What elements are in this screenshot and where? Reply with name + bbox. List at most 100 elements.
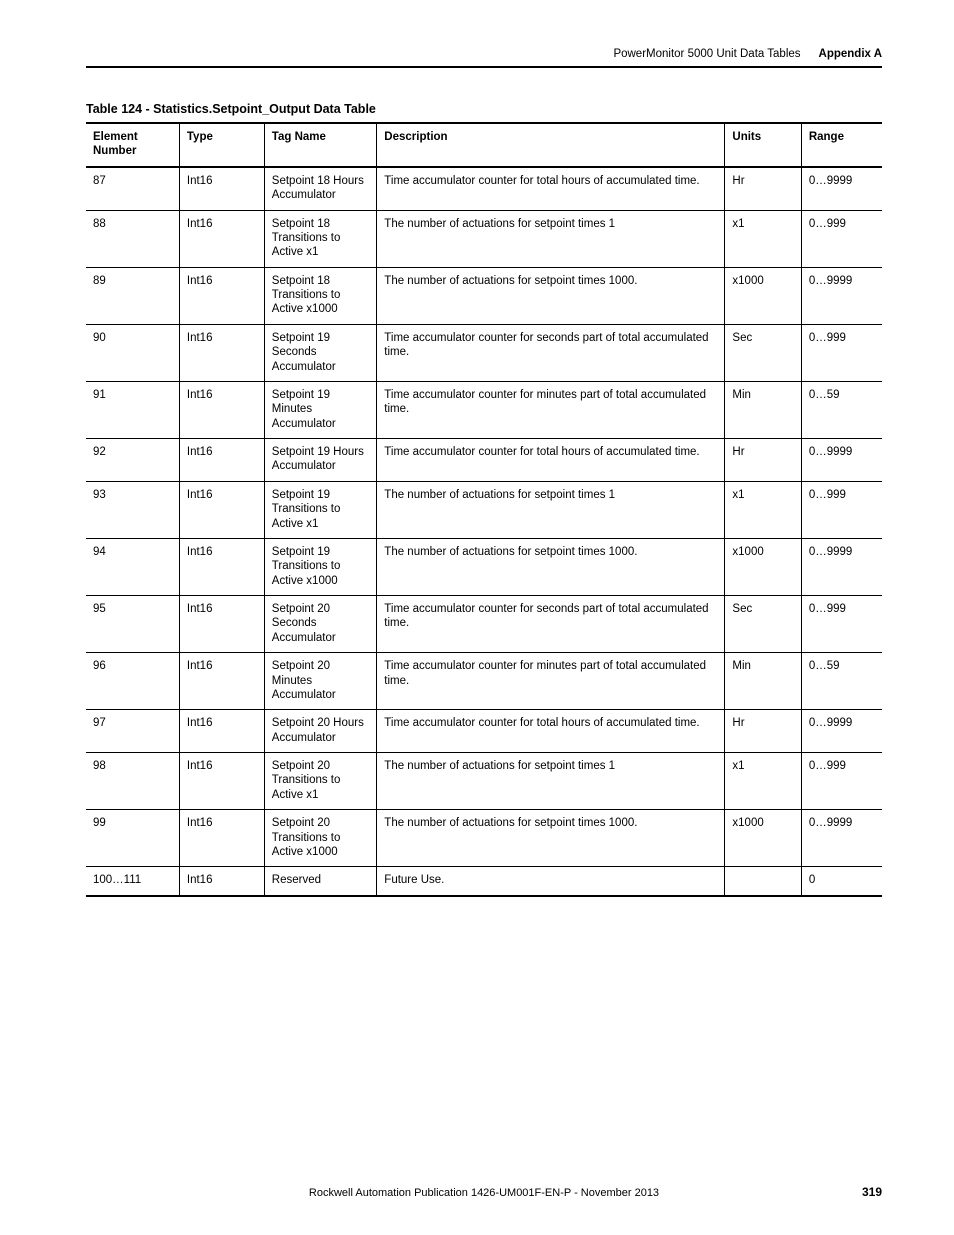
col-header-tag-name: Tag Name xyxy=(264,123,377,167)
cell-range: 0…9999 xyxy=(801,439,882,482)
cell-elem: 98 xyxy=(86,753,179,810)
cell-tag: Setpoint 20 Minutes Accumulator xyxy=(264,653,377,710)
table-caption: Table 124 - Statistics.Setpoint_Output D… xyxy=(86,102,882,116)
cell-range: 0…999 xyxy=(801,324,882,381)
cell-range: 0…999 xyxy=(801,210,882,267)
table-row: 94Int16Setpoint 19 Transitions to Active… xyxy=(86,538,882,595)
cell-range: 0…9999 xyxy=(801,810,882,867)
cell-elem: 94 xyxy=(86,538,179,595)
cell-range: 0…9999 xyxy=(801,267,882,324)
table-row: 99Int16Setpoint 20 Transitions to Active… xyxy=(86,810,882,867)
cell-range: 0…59 xyxy=(801,381,882,438)
cell-elem: 99 xyxy=(86,810,179,867)
cell-tag: Setpoint 20 Transitions to Active x1000 xyxy=(264,810,377,867)
cell-type: Int16 xyxy=(179,167,264,210)
cell-desc: Time accumulator counter for total hours… xyxy=(377,439,725,482)
cell-range: 0…999 xyxy=(801,596,882,653)
cell-elem: 87 xyxy=(86,167,179,210)
cell-desc: Time accumulator counter for seconds par… xyxy=(377,596,725,653)
cell-desc: The number of actuations for setpoint ti… xyxy=(377,753,725,810)
cell-type: Int16 xyxy=(179,538,264,595)
table-row: 89Int16Setpoint 18 Transitions to Active… xyxy=(86,267,882,324)
cell-units: Min xyxy=(725,381,801,438)
cell-tag: Reserved xyxy=(264,867,377,896)
cell-desc: Time accumulator counter for total hours… xyxy=(377,167,725,210)
cell-type: Int16 xyxy=(179,210,264,267)
cell-range: 0…9999 xyxy=(801,167,882,210)
table-body: 87Int16Setpoint 18 Hours AccumulatorTime… xyxy=(86,167,882,896)
cell-type: Int16 xyxy=(179,810,264,867)
cell-units: Min xyxy=(725,653,801,710)
cell-type: Int16 xyxy=(179,710,264,753)
cell-type: Int16 xyxy=(179,324,264,381)
table-row: 100…111Int16ReservedFuture Use. 0 xyxy=(86,867,882,896)
table-row: 96Int16Setpoint 20 Minutes AccumulatorTi… xyxy=(86,653,882,710)
cell-units: Sec xyxy=(725,324,801,381)
cell-desc: Time accumulator counter for minutes par… xyxy=(377,381,725,438)
table-row: 88Int16Setpoint 18 Transitions to Active… xyxy=(86,210,882,267)
cell-elem: 88 xyxy=(86,210,179,267)
cell-desc: Time accumulator counter for seconds par… xyxy=(377,324,725,381)
cell-range: 0…59 xyxy=(801,653,882,710)
cell-type: Int16 xyxy=(179,481,264,538)
cell-type: Int16 xyxy=(179,753,264,810)
cell-tag: Setpoint 20 Hours Accumulator xyxy=(264,710,377,753)
cell-units: x1000 xyxy=(725,538,801,595)
document-page: PowerMonitor 5000 Unit Data Tables Appen… xyxy=(0,0,954,1235)
cell-elem: 93 xyxy=(86,481,179,538)
cell-tag: Setpoint 18 Transitions to Active x1000 xyxy=(264,267,377,324)
cell-units: Hr xyxy=(725,167,801,210)
cell-tag: Setpoint 19 Transitions to Active x1 xyxy=(264,481,377,538)
cell-range: 0…9999 xyxy=(801,538,882,595)
cell-desc: The number of actuations for setpoint ti… xyxy=(377,210,725,267)
cell-elem: 95 xyxy=(86,596,179,653)
cell-type: Int16 xyxy=(179,653,264,710)
data-table: Element Number Type Tag Name Description… xyxy=(86,122,882,897)
running-header: PowerMonitor 5000 Unit Data Tables Appen… xyxy=(86,48,882,68)
cell-range: 0…999 xyxy=(801,753,882,810)
cell-type: Int16 xyxy=(179,867,264,896)
cell-elem: 92 xyxy=(86,439,179,482)
cell-desc: Time accumulator counter for total hours… xyxy=(377,710,725,753)
table-row: 95Int16Setpoint 20 Seconds AccumulatorTi… xyxy=(86,596,882,653)
cell-elem: 96 xyxy=(86,653,179,710)
cell-units: Sec xyxy=(725,596,801,653)
cell-range: 0…9999 xyxy=(801,710,882,753)
header-appendix: Appendix A xyxy=(819,48,882,60)
cell-tag: Setpoint 19 Hours Accumulator xyxy=(264,439,377,482)
cell-desc: The number of actuations for setpoint ti… xyxy=(377,481,725,538)
table-row: 93Int16Setpoint 19 Transitions to Active… xyxy=(86,481,882,538)
cell-elem: 91 xyxy=(86,381,179,438)
cell-range: 0…999 xyxy=(801,481,882,538)
cell-elem: 89 xyxy=(86,267,179,324)
col-header-description: Description xyxy=(377,123,725,167)
cell-units: x1000 xyxy=(725,267,801,324)
col-header-type: Type xyxy=(179,123,264,167)
col-header-element-number: Element Number xyxy=(86,123,179,167)
cell-range: 0 xyxy=(801,867,882,896)
cell-desc: Future Use. xyxy=(377,867,725,896)
cell-type: Int16 xyxy=(179,267,264,324)
cell-units: x1 xyxy=(725,210,801,267)
cell-units: x1000 xyxy=(725,810,801,867)
table-row: 92Int16Setpoint 19 Hours AccumulatorTime… xyxy=(86,439,882,482)
cell-desc: The number of actuations for setpoint ti… xyxy=(377,810,725,867)
cell-type: Int16 xyxy=(179,381,264,438)
cell-tag: Setpoint 19 Minutes Accumulator xyxy=(264,381,377,438)
cell-units: x1 xyxy=(725,481,801,538)
table-header-row: Element Number Type Tag Name Description… xyxy=(86,123,882,167)
table-row: 87Int16Setpoint 18 Hours AccumulatorTime… xyxy=(86,167,882,210)
cell-units: x1 xyxy=(725,753,801,810)
cell-desc: Time accumulator counter for minutes par… xyxy=(377,653,725,710)
table-row: 97Int16Setpoint 20 Hours AccumulatorTime… xyxy=(86,710,882,753)
col-header-units: Units xyxy=(725,123,801,167)
cell-units: Hr xyxy=(725,439,801,482)
footer-page-number: 319 xyxy=(842,1185,882,1199)
cell-desc: The number of actuations for setpoint ti… xyxy=(377,267,725,324)
page-footer: Rockwell Automation Publication 1426-UM0… xyxy=(86,1185,882,1199)
cell-tag: Setpoint 18 Hours Accumulator xyxy=(264,167,377,210)
cell-elem: 100…111 xyxy=(86,867,179,896)
table-row: 91Int16Setpoint 19 Minutes AccumulatorTi… xyxy=(86,381,882,438)
cell-type: Int16 xyxy=(179,596,264,653)
cell-type: Int16 xyxy=(179,439,264,482)
